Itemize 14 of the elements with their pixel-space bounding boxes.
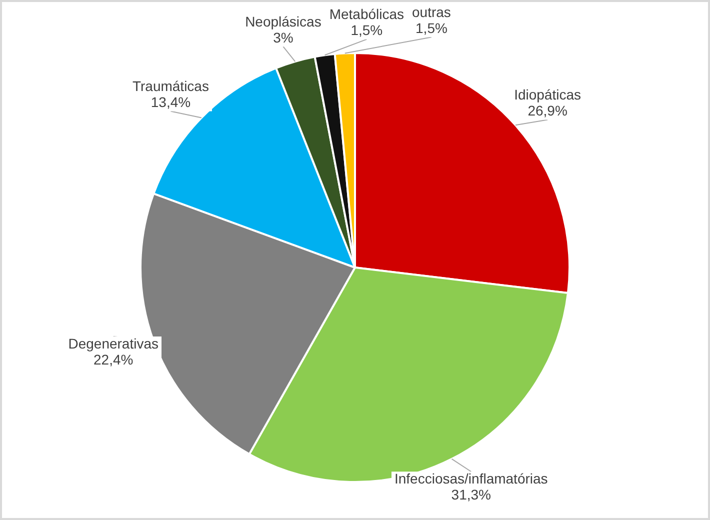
- data-label: 1,5%: [416, 20, 448, 36]
- slice-label: Metabólicas: [329, 6, 404, 22]
- slice-label: Neoplásicas: [245, 13, 322, 30]
- slice-label: outras: [412, 4, 451, 20]
- data-label: 3%: [273, 29, 294, 46]
- data-label: 13,4%: [150, 94, 191, 110]
- data-label: 22,4%: [94, 351, 134, 368]
- slice-label: Infecciosas/inflamatórias: [394, 470, 548, 486]
- slice-label: Degenerativas: [68, 335, 159, 352]
- slice-label: Idiopáticas: [514, 86, 582, 103]
- data-label: 26,9%: [528, 102, 568, 119]
- data-label: 31,3%: [451, 486, 491, 502]
- slice-label: Traumáticas: [132, 78, 209, 94]
- data-label: 1,5%: [350, 22, 383, 38]
